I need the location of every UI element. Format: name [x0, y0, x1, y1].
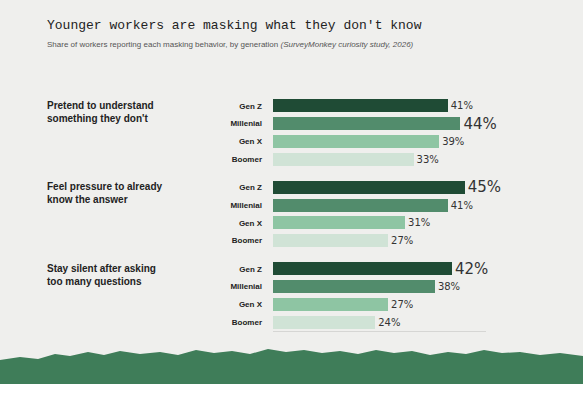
svg-text:Younger workers are masking wh: Younger workers are masking what they do… — [47, 18, 422, 33]
svg-text:Millenial: Millenial — [230, 119, 262, 128]
svg-text:Gen X: Gen X — [239, 300, 263, 309]
svg-text:Pretend to understandsomething: Pretend to understandsomething they don'… — [47, 100, 154, 124]
svg-text:Millenial: Millenial — [230, 282, 262, 291]
svg-text:27%: 27% — [391, 299, 413, 310]
svg-text:38%: 38% — [438, 281, 460, 292]
svg-text:24%: 24% — [378, 317, 400, 328]
svg-text:Boomer: Boomer — [232, 318, 262, 327]
svg-text:Boomer: Boomer — [232, 236, 262, 245]
svg-text:Share of workers reporting eac: Share of workers reporting each masking … — [47, 40, 414, 49]
svg-text:42%: 42% — [455, 260, 488, 278]
svg-text:Feel pressure to alreadyknow t: Feel pressure to alreadyknow the answer — [47, 181, 162, 205]
svg-text:Boomer: Boomer — [232, 155, 262, 164]
svg-text:Gen X: Gen X — [239, 219, 263, 228]
svg-text:39%: 39% — [442, 136, 464, 147]
svg-text:31%: 31% — [408, 217, 430, 228]
svg-text:Millenial: Millenial — [230, 201, 262, 210]
svg-text:Gen Z: Gen Z — [239, 102, 262, 111]
svg-text:Gen Z: Gen Z — [239, 183, 262, 192]
svg-text:Gen Z: Gen Z — [239, 265, 262, 274]
svg-text:Gen X: Gen X — [239, 137, 263, 146]
svg-text:Stay silent after askingtoo ma: Stay silent after askingtoo many questio… — [47, 263, 156, 287]
svg-text:41%: 41% — [451, 100, 473, 111]
svg-text:44%: 44% — [463, 115, 496, 133]
svg-text:33%: 33% — [417, 154, 439, 165]
svg-text:27%: 27% — [391, 235, 413, 246]
svg-text:45%: 45% — [468, 178, 501, 196]
svg-text:41%: 41% — [451, 200, 473, 211]
